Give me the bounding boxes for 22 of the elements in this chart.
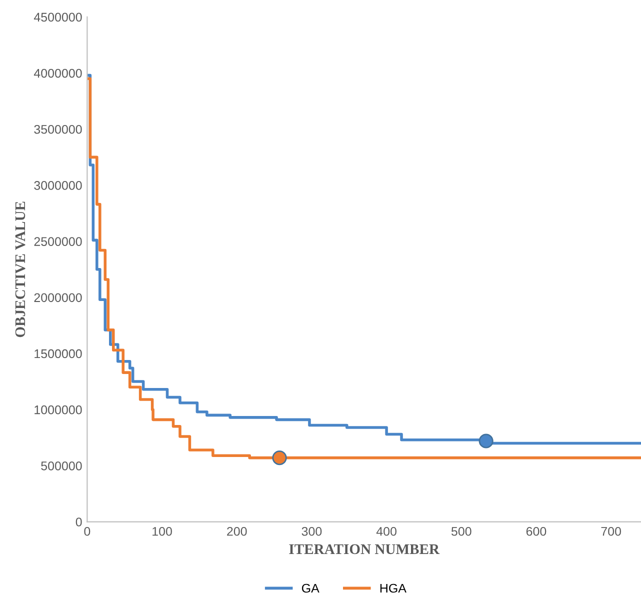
x-axis-title: ITERATION NUMBER <box>289 544 440 554</box>
x-tick-label: 700 <box>601 526 622 536</box>
legend-label: HGA <box>380 584 406 593</box>
y-tick-label: 3500000 <box>34 124 82 134</box>
y-tick-label: 0 <box>76 518 82 526</box>
x-tick-label: 500 <box>451 526 472 536</box>
x-tick-label: 400 <box>376 526 396 536</box>
y-tick-label: 500000 <box>41 461 82 470</box>
y-tick-label: 4500000 <box>34 12 82 22</box>
y-tick-label: 4000000 <box>34 68 82 78</box>
y-tick-label: 1000000 <box>34 405 82 414</box>
y-tick-label: 3000000 <box>34 181 82 190</box>
y-tick-label: 1500000 <box>34 349 82 358</box>
x-tick-label: 0 <box>84 526 90 536</box>
x-tick-label: 300 <box>302 526 322 536</box>
legend-label: GA <box>302 584 320 593</box>
y-axis-title: OBJECTIVE VALUE <box>15 202 26 338</box>
y-tick-label: 2500000 <box>34 237 82 246</box>
y-tick-label: 2000000 <box>34 293 82 302</box>
x-tick-label: 600 <box>526 526 546 536</box>
x-tick-label: 200 <box>227 526 247 536</box>
x-tick-label: 100 <box>152 526 172 536</box>
